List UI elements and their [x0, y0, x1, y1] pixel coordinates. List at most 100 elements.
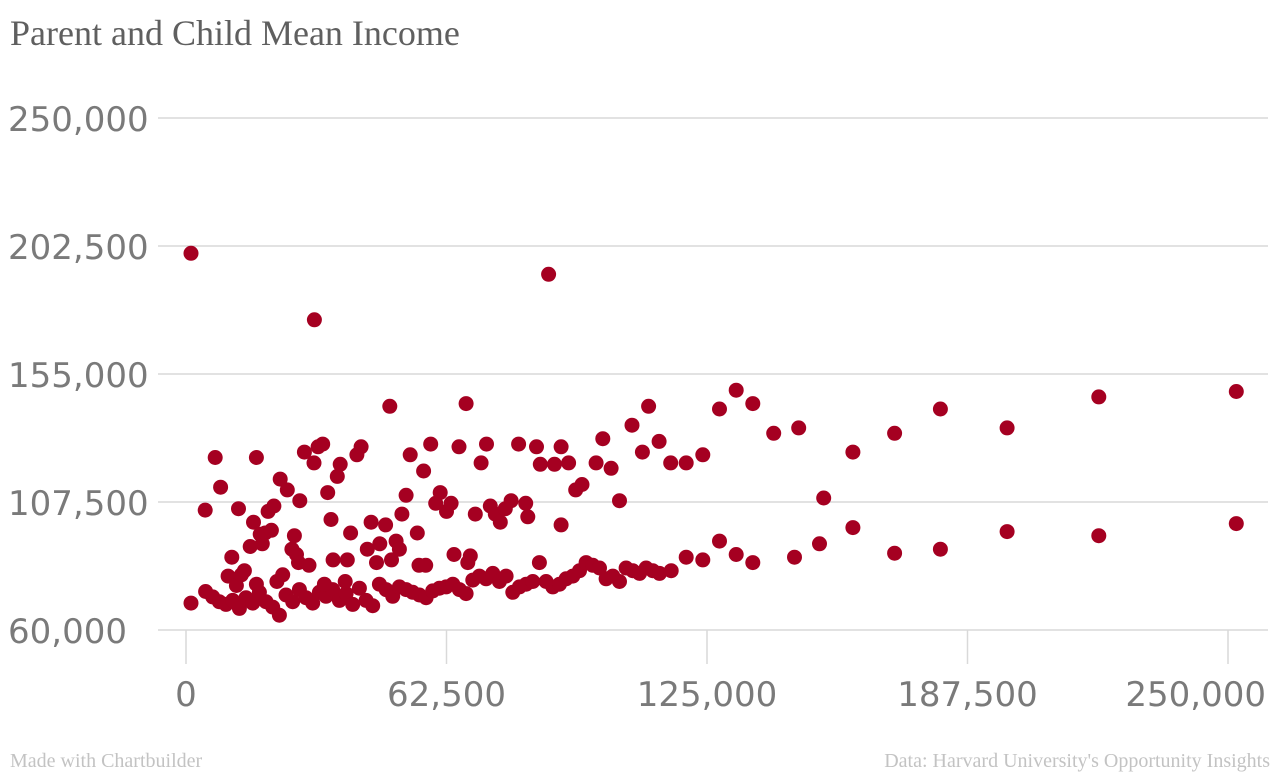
data-point [791, 420, 807, 436]
data-point [553, 439, 569, 455]
data-point [423, 436, 439, 452]
data-point [574, 477, 590, 492]
data-point [409, 525, 425, 541]
data-point [266, 498, 282, 514]
data-point [183, 595, 199, 611]
data-point [728, 382, 744, 398]
data-point [337, 574, 353, 589]
data-point [286, 528, 302, 544]
data-point [531, 555, 547, 571]
data-point [443, 495, 459, 511]
data-point [503, 493, 519, 509]
data-point [887, 425, 903, 441]
data-point [603, 460, 619, 476]
data-point [213, 479, 229, 495]
data-point [339, 552, 355, 568]
data-point [1091, 528, 1107, 544]
data-point [398, 487, 414, 503]
data-point [932, 541, 948, 557]
data-point [315, 436, 331, 452]
data-point [525, 574, 541, 589]
data-point [402, 447, 418, 463]
data-point [520, 509, 536, 525]
data-point [183, 245, 199, 261]
data-point [245, 595, 261, 611]
data-point [678, 549, 694, 565]
data-point [612, 574, 627, 589]
data-point [320, 485, 336, 501]
data-point [652, 565, 667, 581]
data-point [473, 455, 489, 471]
data-point [306, 312, 322, 328]
data-point [305, 595, 321, 611]
chart-title: Parent and Child Mean Income [10, 13, 460, 53]
data-point [306, 455, 322, 471]
data-source: Data: Harvard University's Opportunity I… [884, 750, 1270, 772]
data-point [242, 539, 258, 554]
data-point [285, 594, 301, 610]
x-tick-label: 0 [175, 675, 197, 715]
data-point [612, 493, 627, 509]
data-point [458, 586, 474, 602]
data-point [1228, 516, 1244, 532]
data-point [382, 398, 398, 414]
data-point [359, 541, 375, 557]
data-point [728, 547, 744, 562]
data-point [651, 433, 667, 449]
x-tick-label: 62,500 [387, 675, 506, 715]
data-point [529, 439, 544, 455]
data-point [1228, 384, 1244, 399]
data-point [246, 514, 261, 530]
data-point [236, 563, 252, 579]
data-point [372, 536, 388, 552]
data-point [462, 548, 478, 564]
data-point [279, 482, 295, 498]
y-axis-tick-labels: 60,000 107,500 155,000 202,500 250,000 [8, 100, 149, 652]
data-point [275, 567, 291, 583]
data-point [325, 552, 341, 568]
data-point [695, 447, 711, 463]
data-point [663, 563, 679, 579]
data-point [479, 436, 494, 452]
data-points [183, 245, 1244, 623]
data-point [272, 471, 288, 487]
data-point [745, 396, 761, 412]
y-tick-label: 155,000 [8, 356, 149, 396]
data-point [678, 455, 694, 471]
data-point [999, 524, 1015, 540]
data-point [511, 436, 527, 452]
data-point [547, 456, 562, 472]
data-point [197, 502, 213, 518]
data-point [394, 506, 410, 522]
x-tick-label: 187,500 [897, 675, 1038, 715]
data-point [446, 547, 462, 562]
data-point [369, 555, 384, 571]
data-point [384, 552, 399, 568]
data-point [332, 456, 348, 472]
data-point [641, 398, 657, 414]
data-point [588, 455, 604, 471]
data-point [492, 514, 508, 530]
data-point [787, 549, 802, 565]
data-point [207, 450, 223, 465]
data-point [712, 401, 727, 417]
data-point [224, 549, 240, 565]
data-point [418, 557, 434, 573]
data-point [292, 493, 308, 509]
data-point [766, 425, 782, 441]
data-point [231, 600, 247, 616]
data-point [271, 607, 287, 623]
data-point [845, 444, 861, 460]
data-point [353, 439, 369, 455]
data-point [932, 401, 948, 417]
data-point [323, 512, 339, 527]
data-point [363, 514, 379, 530]
data-point [451, 439, 467, 455]
data-point [634, 444, 650, 460]
data-point [712, 533, 727, 549]
data-point [541, 266, 557, 282]
data-point [365, 598, 381, 614]
data-point [1091, 389, 1107, 405]
data-point [248, 450, 264, 465]
